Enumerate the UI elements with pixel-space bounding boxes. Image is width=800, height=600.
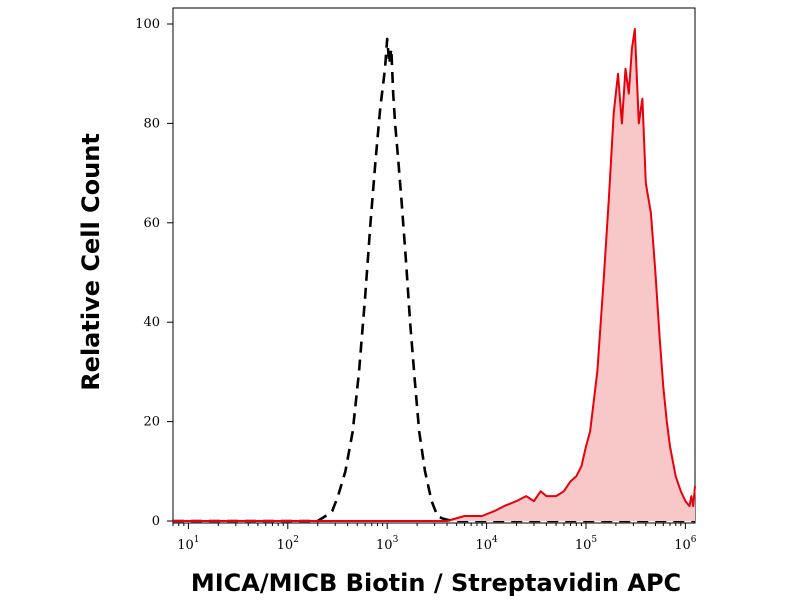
series-layer [173,28,696,523]
series-1-area [173,29,695,521]
y-tick-label: 100 [135,17,160,32]
y-tick-label: 40 [143,315,160,330]
x-tick-label: 104 [475,535,498,553]
x-axis: 101 102 103 104 105 106 [172,523,697,553]
plot-frame [172,7,696,524]
y-tick-label: 20 [143,415,160,430]
x-axis-label: MICA/MICB Biotin / Streptavidin APC [191,569,681,597]
x-tick-label: 106 [674,535,697,553]
x-tick-label: 102 [277,535,299,553]
x-tick-label: 101 [177,535,199,553]
y-axis: 0 20 40 60 80 100 [135,17,173,529]
x-tick-label: 103 [376,535,399,553]
y-tick-label: 80 [143,116,160,131]
series-0-line [173,37,695,523]
series-1-line [173,28,696,522]
x-tick-label: 105 [575,535,598,553]
y-tick-label: 0 [152,514,160,529]
y-axis-label: Relative Cell Count [77,133,105,391]
y-tick-label: 60 [143,216,160,231]
